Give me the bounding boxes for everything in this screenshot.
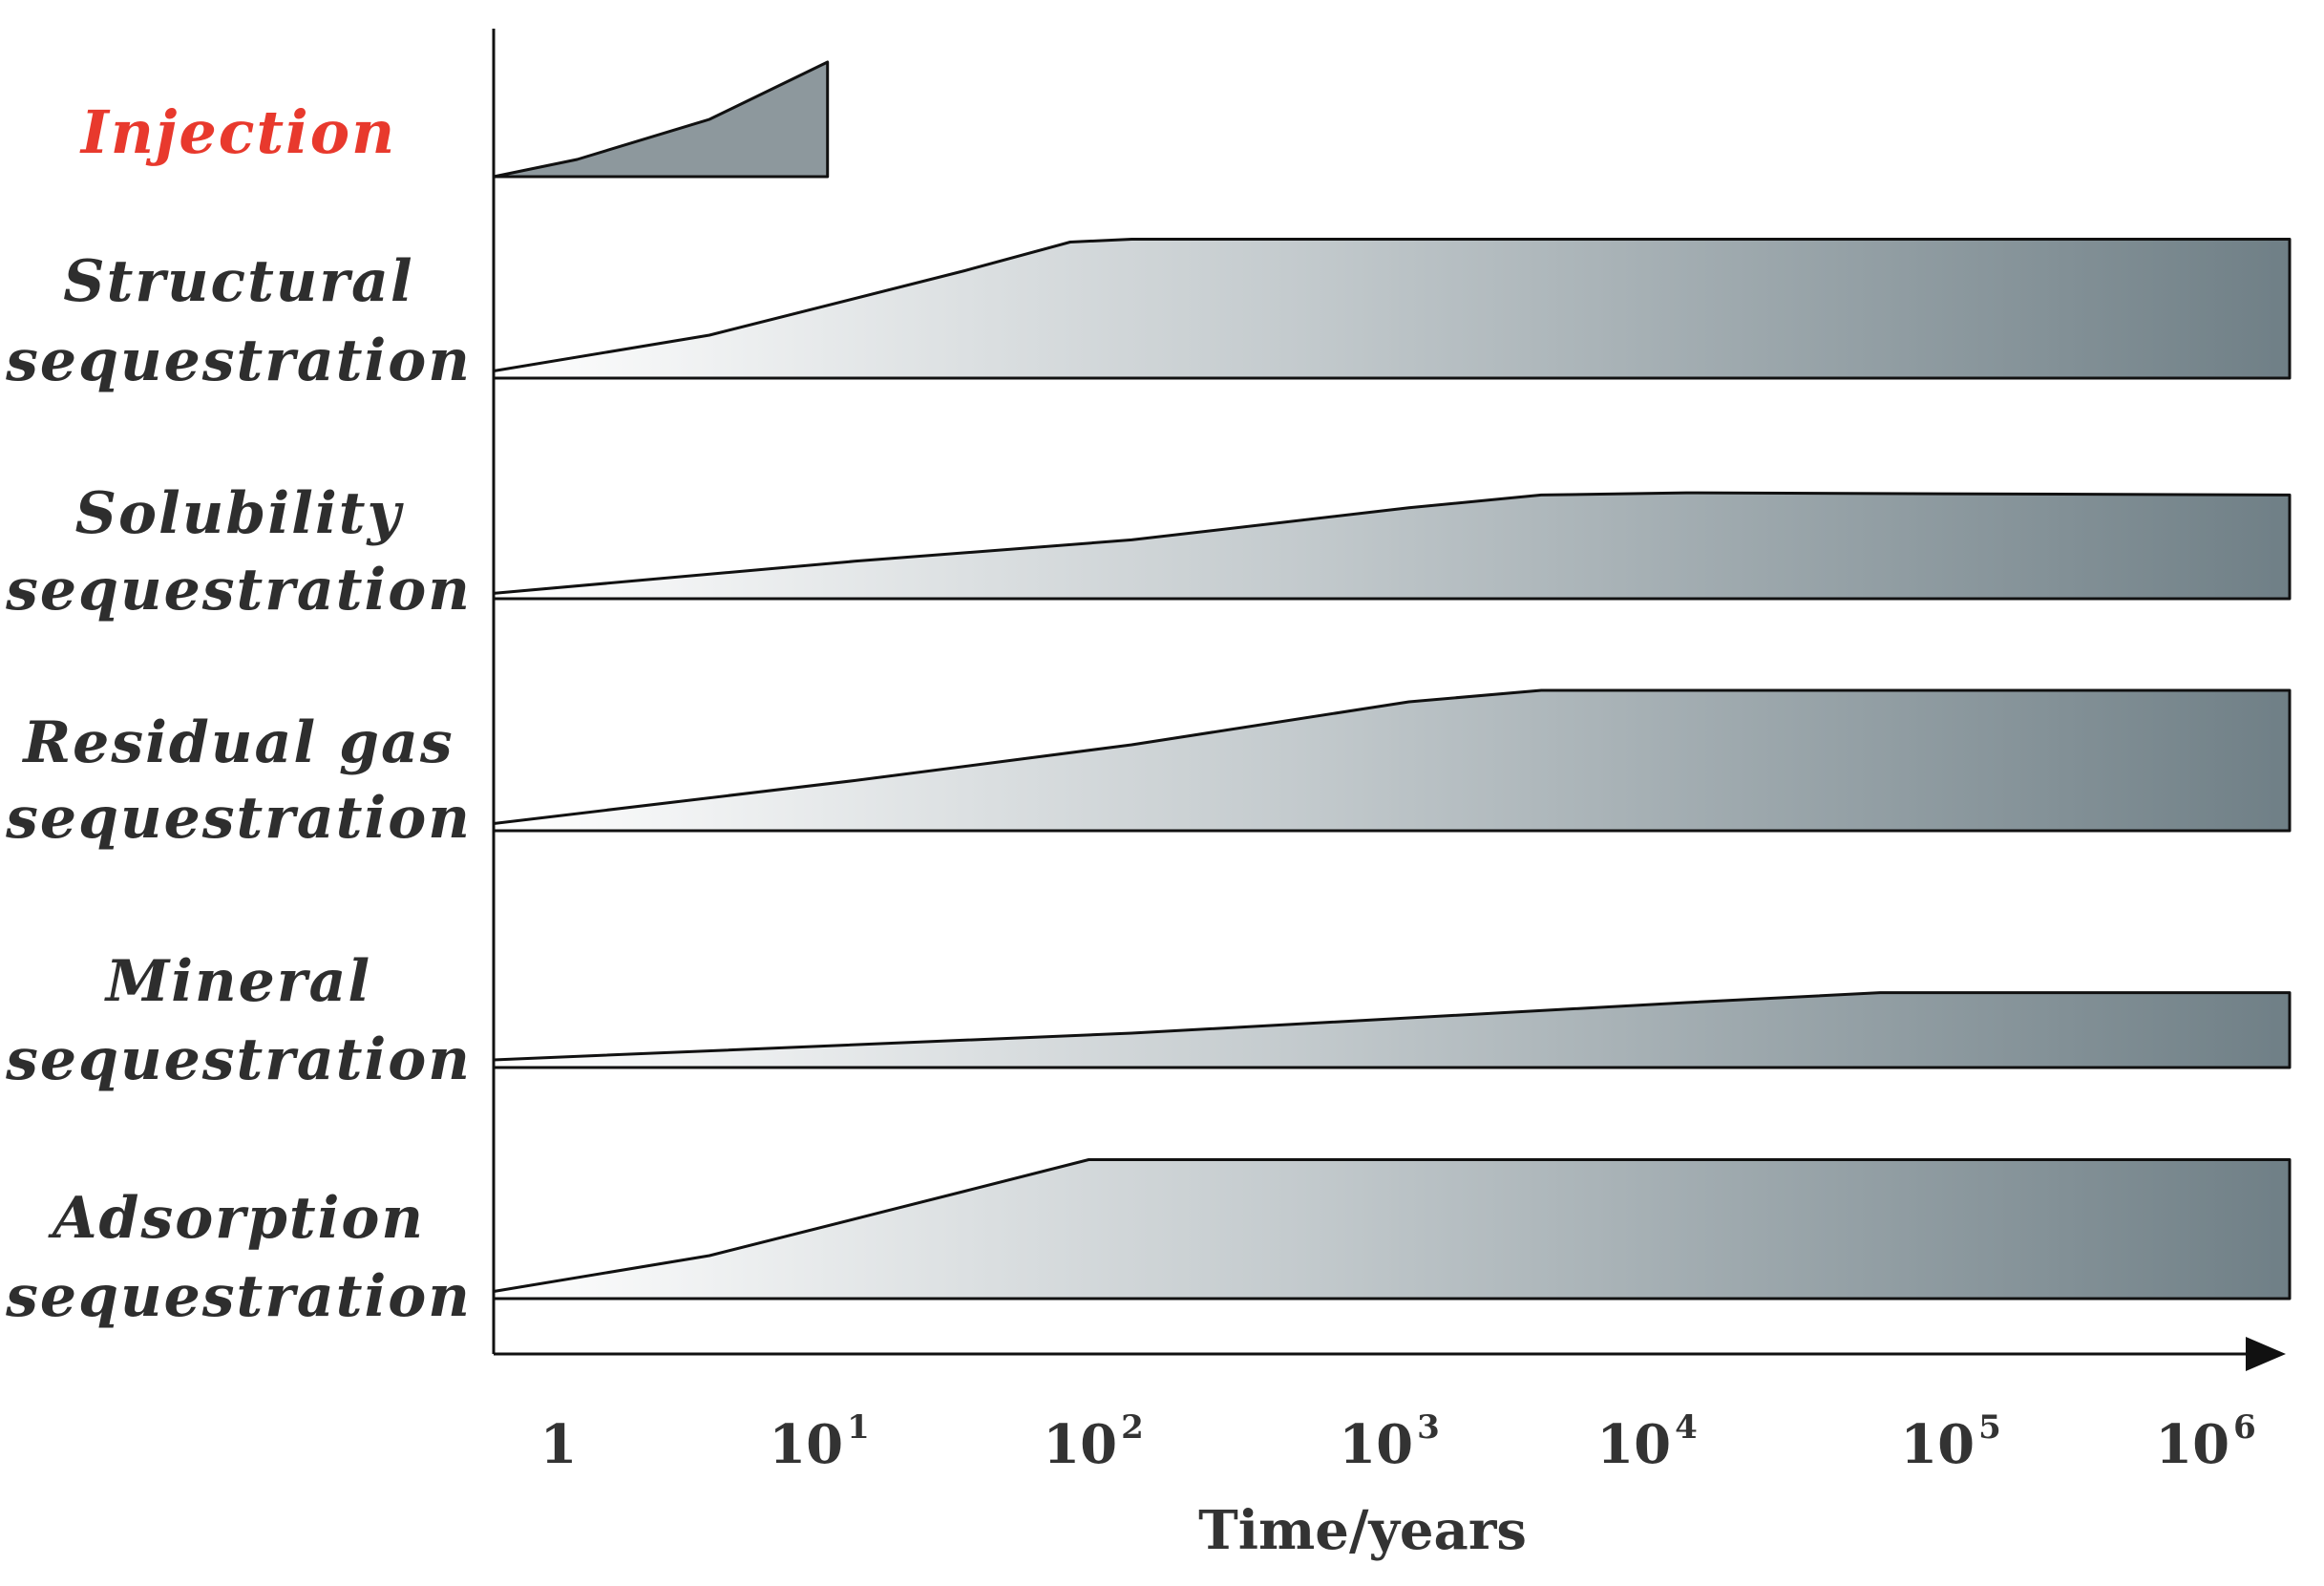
axes (492, 29, 2286, 1371)
row-label-structural-sequestration-line-2: sequestration (5, 328, 472, 394)
row-label-residual-gas-sequestration-line-2: sequestration (5, 785, 472, 852)
x-tick-base: 10 (1900, 1413, 1975, 1476)
x-tick-exponent: 3 (1417, 1408, 1440, 1447)
row-label-solubility-sequestration-line-1: Solubility (75, 480, 405, 547)
x-tick-label-1: 10 1 (769, 1408, 870, 1476)
x-tick-exponent: 4 (1675, 1408, 1698, 1447)
band-residual-gas-sequestration (492, 688, 2292, 833)
row-label-adsorption-sequestration-line-1: Adsorption (48, 1185, 425, 1252)
band-injection (492, 60, 830, 179)
band-solubility-sequestration (492, 491, 2292, 601)
x-axis-title: Time/years (1198, 1499, 1527, 1562)
x-tick-exponent: 6 (2233, 1408, 2256, 1447)
band-structural-sequestration (492, 238, 2292, 380)
x-tick-exponent: 5 (1978, 1408, 2001, 1447)
x-tick-exponent: 2 (1121, 1408, 1144, 1447)
row-label-residual-gas-sequestration-line-1: Residual gas (21, 709, 454, 776)
x-tick-label-3: 10 3 (1339, 1408, 1440, 1476)
x-tick-base: 10 (1339, 1413, 1413, 1476)
x-tick-label-6: 10 6 (2155, 1408, 2256, 1476)
x-tick-label-4: 10 4 (1596, 1408, 1698, 1476)
x-tick-label-0: 1 (540, 1413, 578, 1476)
sequestration-bands (492, 60, 2292, 1301)
x-tick-labels: 1 10 1 10 2 10 3 10 4 10 5 10 6 (540, 1408, 2256, 1476)
x-tick-exponent: 1 (847, 1408, 870, 1447)
row-label-solubility-sequestration-line-2: sequestration (5, 557, 472, 624)
band-mineral-sequestration (492, 991, 2292, 1069)
row-label-mineral-sequestration-line-1: Mineral (104, 948, 371, 1015)
x-tick-base: 10 (2155, 1413, 2229, 1476)
row-label-structural-sequestration-line-1: Structural (63, 248, 413, 315)
x-tick-label-2: 10 2 (1043, 1408, 1144, 1476)
row-labels: Injection Structural sequestration Solubili… (5, 97, 472, 1330)
band-adsorption-sequestration (492, 1158, 2292, 1301)
x-tick-base: 10 (1596, 1413, 1671, 1476)
row-label-mineral-sequestration-line-2: sequestration (5, 1026, 472, 1093)
x-tick-base: 10 (1043, 1413, 1117, 1476)
x-axis-arrowhead (2246, 1337, 2286, 1371)
x-tick-base: 1 (540, 1413, 578, 1476)
x-tick-label-5: 10 5 (1900, 1408, 2001, 1476)
row-label-adsorption-sequestration-line-2: sequestration (5, 1263, 472, 1330)
x-tick-base: 10 (769, 1413, 843, 1476)
row-label-injection-line-1: Injection (79, 97, 396, 167)
